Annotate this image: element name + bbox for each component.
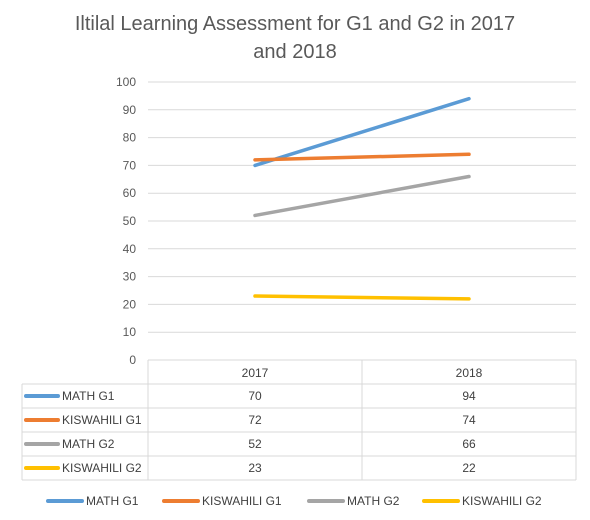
chart-title: Iltilal Learning Assessment for G1 and G… — [0, 10, 590, 66]
table-cell-value: 23 — [248, 461, 262, 475]
legend-label: KISWAHILI G1 — [202, 494, 282, 508]
table-cell-value: 94 — [462, 389, 476, 403]
table-cell-value: 66 — [462, 437, 476, 451]
y-tick-label: 0 — [129, 353, 136, 367]
table-cell-value: 74 — [462, 413, 476, 427]
series-line-kiswahili-g1 — [253, 152, 471, 162]
y-tick-label: 80 — [123, 131, 137, 145]
y-tick-label: 90 — [123, 103, 137, 117]
y-tick-label: 70 — [123, 158, 137, 172]
legend-label: MATH G2 — [347, 494, 400, 508]
y-tick-label: 10 — [123, 325, 137, 339]
y-tick-label: 40 — [123, 242, 137, 256]
chart-title-line-1: Iltilal Learning Assessment for G1 and G… — [74, 13, 516, 35]
chart-title-line-2: and 2018 — [253, 41, 337, 63]
table-row-label: MATH G2 — [62, 437, 115, 451]
table-header-2018: 2018 — [456, 366, 483, 380]
table-cell-value: 70 — [248, 389, 262, 403]
y-tick-label: 60 — [123, 186, 137, 200]
series-line-math-g2 — [253, 174, 471, 218]
y-tick-label: 100 — [116, 75, 136, 89]
legend-label: KISWAHILI G2 — [462, 494, 542, 508]
y-tick-label: 20 — [123, 297, 137, 311]
table-row-label: KISWAHILI G1 — [62, 413, 142, 427]
table-header-2017: 2017 — [242, 366, 269, 380]
y-tick-label: 30 — [123, 270, 137, 284]
y-tick-label: 50 — [123, 214, 137, 228]
series-line-math-g1 — [253, 96, 471, 168]
table-row-label: MATH G1 — [62, 389, 115, 403]
table-row-label: KISWAHILI G2 — [62, 461, 142, 475]
table-cell-value: 22 — [462, 461, 476, 475]
table-cell-value: 72 — [248, 413, 262, 427]
legend-label: MATH G1 — [86, 494, 139, 508]
series-line-kiswahili-g2 — [253, 294, 471, 301]
table-cell-value: 52 — [248, 437, 262, 451]
